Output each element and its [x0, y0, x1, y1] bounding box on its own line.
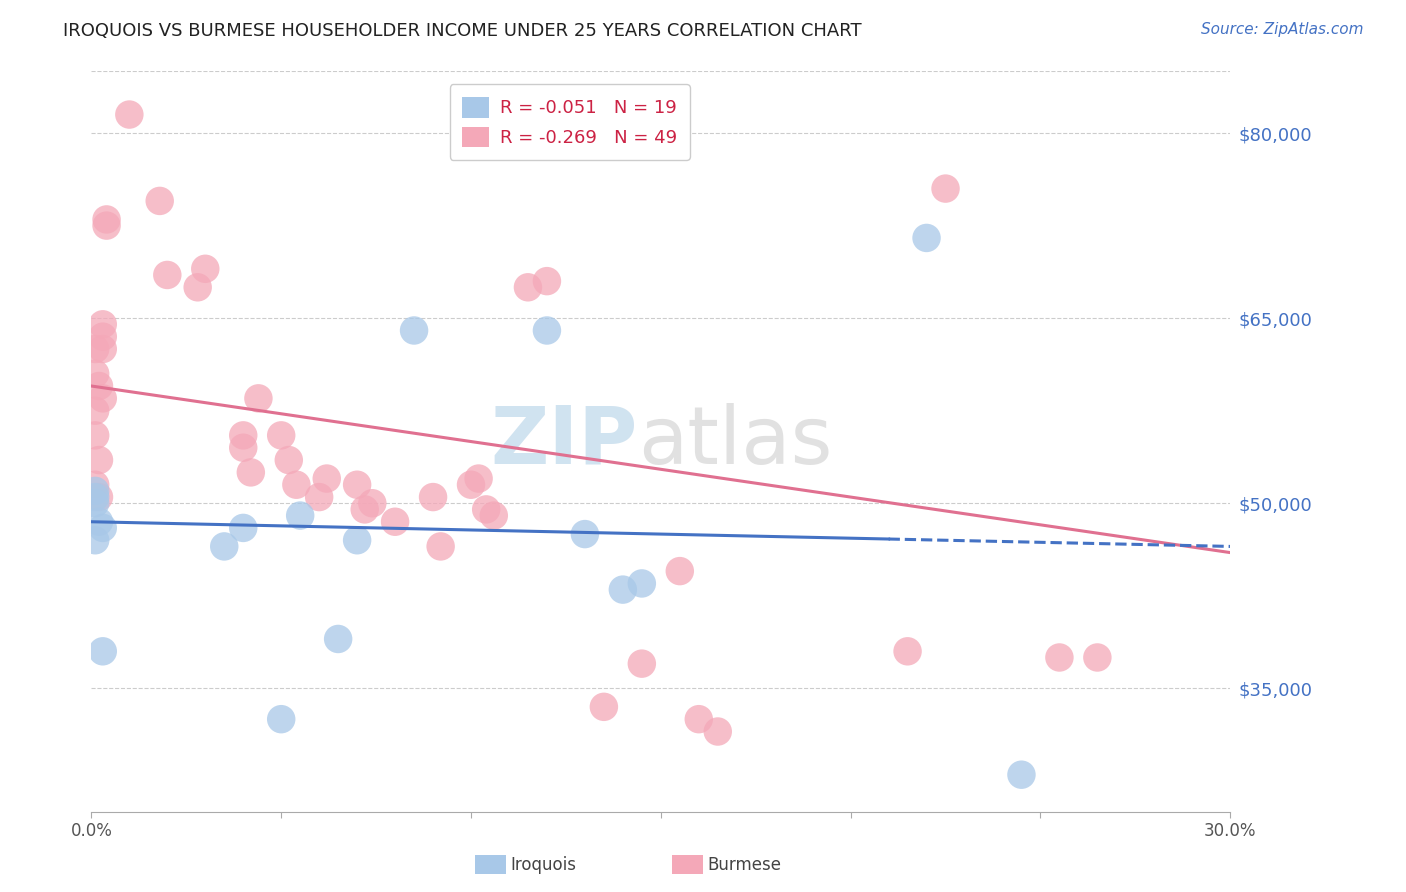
Point — [84, 428, 107, 442]
Point — [87, 379, 110, 393]
Text: IROQUOIS VS BURMESE HOUSEHOLDER INCOME UNDER 25 YEARS CORRELATION CHART: IROQUOIS VS BURMESE HOUSEHOLDER INCOME U… — [63, 22, 862, 40]
Point — [593, 699, 616, 714]
Point — [91, 342, 114, 356]
Point — [482, 508, 505, 523]
Point — [84, 483, 107, 498]
Point — [346, 477, 368, 491]
Point — [536, 324, 558, 338]
Point — [156, 268, 179, 282]
Point — [84, 367, 107, 381]
Point — [232, 441, 254, 455]
Point — [91, 392, 114, 406]
Point — [315, 471, 337, 485]
Point — [96, 219, 118, 233]
Point — [270, 712, 292, 726]
Point — [346, 533, 368, 548]
Point — [232, 521, 254, 535]
Point — [574, 527, 596, 541]
Point — [915, 231, 938, 245]
Point — [84, 477, 107, 491]
Point — [404, 324, 426, 338]
Point — [270, 428, 292, 442]
Point — [612, 582, 634, 597]
Point — [669, 564, 692, 578]
Point — [897, 644, 920, 658]
Point — [688, 712, 710, 726]
Point — [707, 724, 730, 739]
Point — [467, 471, 489, 485]
Text: ZIP: ZIP — [491, 402, 638, 481]
Point — [1049, 650, 1071, 665]
Point — [87, 515, 110, 529]
Point — [285, 477, 308, 491]
Point — [87, 453, 110, 467]
Point — [239, 466, 262, 480]
Point — [1087, 650, 1109, 665]
Point — [308, 490, 330, 504]
Text: atlas: atlas — [638, 402, 832, 481]
Point — [1010, 767, 1032, 781]
Point — [384, 515, 406, 529]
Point — [422, 490, 444, 504]
Point — [91, 644, 114, 658]
Point — [91, 521, 114, 535]
Point — [247, 392, 270, 406]
Point — [353, 502, 375, 516]
Point — [934, 181, 956, 195]
Point — [475, 502, 498, 516]
Point — [630, 576, 652, 591]
Text: Source: ZipAtlas.com: Source: ZipAtlas.com — [1201, 22, 1364, 37]
Point — [232, 428, 254, 442]
Point — [84, 496, 107, 510]
Point — [536, 274, 558, 288]
Point — [84, 403, 107, 417]
Point — [187, 280, 209, 294]
Text: Iroquois: Iroquois — [510, 856, 576, 874]
Text: Burmese: Burmese — [707, 856, 782, 874]
Point — [326, 632, 349, 646]
Point — [214, 540, 236, 554]
Point — [91, 329, 114, 343]
Point — [194, 261, 217, 276]
Point — [277, 453, 299, 467]
Point — [96, 212, 118, 227]
Point — [87, 490, 110, 504]
Point — [361, 496, 384, 510]
Point — [84, 342, 107, 356]
Legend: R = -0.051   N = 19, R = -0.269   N = 49: R = -0.051 N = 19, R = -0.269 N = 49 — [450, 84, 690, 160]
Point — [460, 477, 482, 491]
Point — [91, 318, 114, 332]
Point — [149, 194, 172, 208]
Point — [517, 280, 540, 294]
Point — [84, 533, 107, 548]
Point — [290, 508, 312, 523]
Point — [84, 490, 107, 504]
Point — [630, 657, 652, 671]
Point — [118, 107, 141, 121]
Point — [429, 540, 451, 554]
